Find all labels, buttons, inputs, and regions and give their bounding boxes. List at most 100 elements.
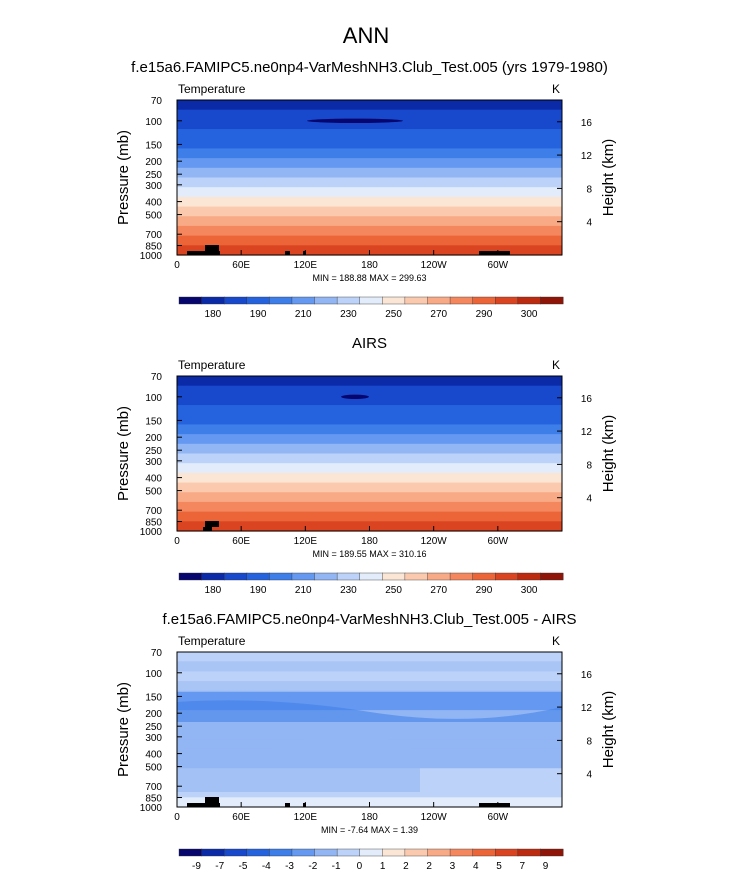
contour-band xyxy=(177,453,562,464)
colorbar-label: 210 xyxy=(295,585,312,596)
y-tick-label: 500 xyxy=(145,487,162,498)
contour-band xyxy=(177,129,562,140)
contour-band xyxy=(177,405,562,416)
x-tick-label: 120E xyxy=(294,260,318,271)
colorbar-swatch xyxy=(404,572,428,581)
y-tick-label: 150 xyxy=(145,416,162,427)
y-tick-label: 250 xyxy=(145,722,162,733)
y-tick-label: 200 xyxy=(145,709,162,720)
colorbar-label: 290 xyxy=(476,585,493,596)
x-tick-label: 60E xyxy=(232,260,250,271)
colorbar-swatch xyxy=(517,572,541,581)
cold-tropopause-blob xyxy=(341,394,369,399)
colorbar-label: 230 xyxy=(340,585,357,596)
colorbar-label: -7 xyxy=(215,861,224,872)
topography-mask xyxy=(205,245,219,251)
y-axis-title: Pressure (mb) xyxy=(115,682,132,777)
topography-mask xyxy=(203,527,212,531)
x-tick-label: 60W xyxy=(488,536,509,547)
y-right-tick-label: 12 xyxy=(581,151,593,162)
topography-mask xyxy=(187,251,220,255)
colorbar-label: 4 xyxy=(473,861,479,872)
colorbar-swatch xyxy=(336,296,361,305)
colorbar-label: 1 xyxy=(380,861,386,872)
y-axis-title: Pressure (mb) xyxy=(115,130,132,225)
contour-band xyxy=(177,690,562,702)
colorbar-label: 7 xyxy=(519,861,525,872)
colorbar-swatch xyxy=(246,848,270,857)
colorbar-swatch xyxy=(382,296,406,305)
y-tick-label: 100 xyxy=(145,393,162,404)
topography-mask xyxy=(285,803,290,807)
y-tick-label: 250 xyxy=(145,446,162,457)
y-right-tick-label: 4 xyxy=(586,770,592,781)
colorbar-swatch xyxy=(269,572,293,581)
y-tick-label: 300 xyxy=(145,457,162,468)
cold-tropopause-blob xyxy=(307,118,403,123)
x-tick-label: 120W xyxy=(421,536,448,547)
contour-band xyxy=(177,395,562,406)
units-label: K xyxy=(552,358,560,372)
colorbar-swatch xyxy=(495,848,519,857)
colorbar-swatch xyxy=(427,572,451,581)
colorbar-label: 190 xyxy=(250,309,267,320)
y-right-tick-label: 16 xyxy=(581,670,593,681)
y-tick-label: 500 xyxy=(145,763,162,774)
y-tick-label: 100 xyxy=(145,669,162,680)
y-tick-label: 250 xyxy=(145,170,162,181)
colorbar-label: 9 xyxy=(543,861,549,872)
contour-band xyxy=(177,443,562,455)
colorbar-swatch xyxy=(314,848,338,857)
x-tick-label: 60W xyxy=(488,812,509,823)
colorbar-swatch xyxy=(495,572,519,581)
colorbar-swatch xyxy=(449,572,474,581)
topography-mask xyxy=(303,251,306,255)
colorbar-swatch xyxy=(359,848,383,857)
colorbar-swatch xyxy=(427,848,451,857)
x-tick-label: 60W xyxy=(488,260,509,271)
anomaly-patch xyxy=(177,731,420,792)
panel-title: AIRS xyxy=(352,335,387,352)
colorbar-label: -4 xyxy=(262,861,271,872)
colorbar-label: 5 xyxy=(496,861,502,872)
contour-band xyxy=(177,492,562,503)
topography-mask xyxy=(285,251,290,255)
stats-text: MIN = -7.64 MAX = 1.39 xyxy=(321,825,418,835)
y-tick-label: 400 xyxy=(145,198,162,209)
y-tick-label: 700 xyxy=(145,506,162,517)
topography-mask xyxy=(479,251,510,255)
y-right-tick-label: 12 xyxy=(581,703,593,714)
colorbar-swatch xyxy=(472,848,496,857)
x-tick-label: 120W xyxy=(421,260,448,271)
colorbar-swatch xyxy=(540,848,564,857)
y-tick-label: 700 xyxy=(145,782,162,793)
y-right-axis-title: Height (km) xyxy=(600,415,617,493)
colorbar-label: 180 xyxy=(205,309,222,320)
colorbar-label: 230 xyxy=(340,309,357,320)
contour-band xyxy=(177,434,562,445)
x-tick-label: 120E xyxy=(294,536,318,547)
y-tick-label: 70 xyxy=(151,372,163,383)
contour-band xyxy=(177,719,562,731)
y-right-tick-label: 8 xyxy=(586,460,592,471)
x-tick-label: 60E xyxy=(232,536,250,547)
colorbar-swatch xyxy=(178,296,203,305)
colorbar-swatch xyxy=(178,848,203,857)
colorbar-swatch xyxy=(382,848,406,857)
y-tick-label: 1000 xyxy=(140,803,163,814)
contour-band xyxy=(177,463,562,474)
colorbar-label: 300 xyxy=(521,585,538,596)
colorbar-swatch xyxy=(472,296,496,305)
panels: f.e15a6.FAMIPC5.ne0np4-VarMeshNH3.Club_T… xyxy=(115,59,617,872)
panel-1: f.e15a6.FAMIPC5.ne0np4-VarMeshNH3.Club_T… xyxy=(115,59,617,320)
contour-band xyxy=(177,225,562,237)
y-right-tick-label: 8 xyxy=(586,736,592,747)
contour-band xyxy=(177,138,562,150)
colorbar-swatch xyxy=(178,572,203,581)
y-tick-label: 300 xyxy=(145,733,162,744)
colorbar-swatch xyxy=(246,296,270,305)
colorbar-swatch xyxy=(291,572,316,581)
contour-band xyxy=(177,196,562,208)
contour-band xyxy=(177,472,562,484)
